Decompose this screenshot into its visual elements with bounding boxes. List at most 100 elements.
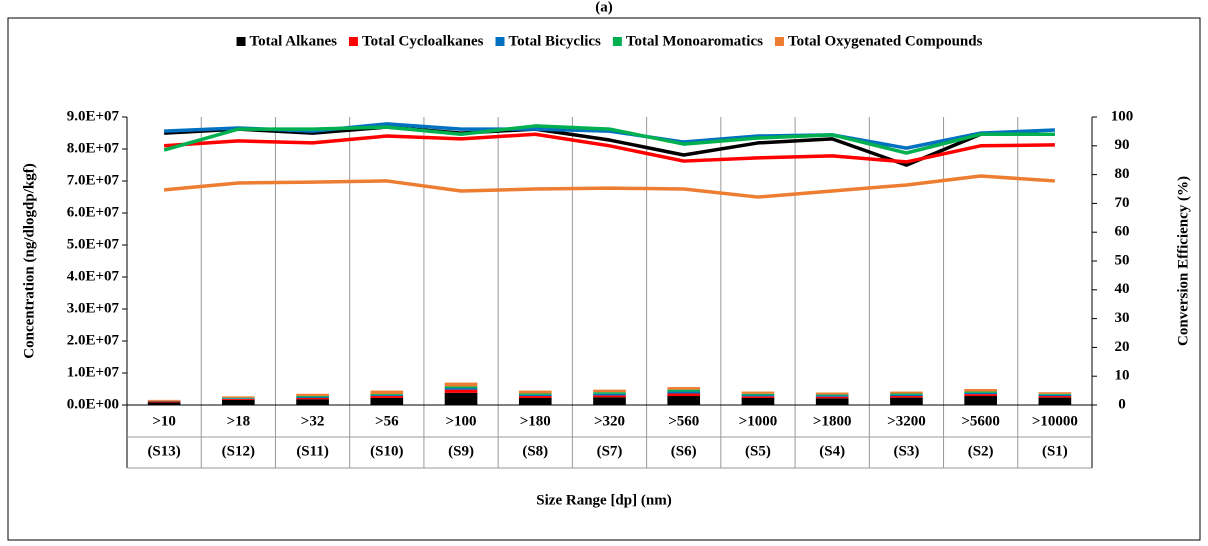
- y-tick-label: 2.0E+07: [67, 332, 120, 348]
- bar-segment: [815, 396, 849, 399]
- x-tick-label: >1800: [813, 413, 852, 429]
- legend-label: Total Oxygenated Compounds: [788, 33, 983, 49]
- y2-tick-label: 30: [1115, 310, 1130, 326]
- y-tick-label: 4.0E+07: [67, 268, 120, 284]
- y2-tick-label: 40: [1115, 281, 1130, 297]
- bar-segment: [444, 388, 478, 390]
- legend-label: Total Cycloalkanes: [362, 33, 484, 49]
- bar-segment: [964, 389, 997, 392]
- bar-segment: [593, 389, 626, 393]
- y2-tick-label: 50: [1115, 252, 1130, 268]
- bar-segment: [964, 396, 997, 405]
- x-sub-label: (S6): [671, 443, 697, 459]
- bar-segment: [815, 392, 849, 395]
- bar-segment: [222, 398, 255, 400]
- legend-label: Total Bicyclics: [509, 33, 602, 49]
- x-tick-label: >180: [520, 413, 551, 429]
- bar-segment: [518, 394, 552, 397]
- y2-axis-label: Conversion Efficiency (%): [1175, 176, 1191, 346]
- efficiency-line: [164, 125, 1055, 167]
- bar-segment: [741, 391, 775, 394]
- bar-segment: [667, 393, 701, 397]
- legend-swatch: [612, 37, 622, 46]
- x-sub-label: (S2): [968, 443, 994, 459]
- bar-segment: [296, 396, 329, 397]
- bar-segment: [815, 398, 849, 405]
- chart-title: (a): [595, 0, 613, 15]
- x-sub-label: (S9): [448, 443, 474, 459]
- bar-segment: [890, 397, 923, 405]
- bar-segment: [1038, 393, 1072, 395]
- legend-label: Total Alkanes: [250, 33, 338, 49]
- bar-segment: [593, 392, 626, 394]
- legend-swatch: [774, 37, 784, 46]
- bar-segment: [741, 395, 775, 397]
- x-tick-label: >3200: [887, 413, 926, 429]
- bar-segment: [964, 394, 997, 397]
- bar-segment: [890, 396, 923, 398]
- bar-segment: [370, 390, 404, 395]
- bar-segment: [222, 396, 255, 398]
- bar-segment: [444, 382, 478, 387]
- chart-border: [7, 17, 1201, 541]
- y-axis-label: Concentration (ng/dlogdp/kgf): [21, 163, 37, 358]
- y2-tick-label: 70: [1115, 195, 1130, 211]
- bar-segment: [741, 393, 775, 396]
- x-sub-label: (S3): [894, 443, 920, 459]
- bar-segment: [890, 391, 923, 394]
- x-tick-label: >32: [301, 413, 325, 429]
- efficiency-line: [163, 124, 1055, 155]
- bar-segment: [667, 391, 701, 394]
- bar-segment: [890, 393, 923, 395]
- legend-swatch: [495, 37, 505, 46]
- y2-tick-label: 10: [1115, 368, 1130, 384]
- x-sub-label: (S7): [597, 443, 623, 459]
- bar-segment: [370, 394, 404, 396]
- bar-segment: [518, 390, 552, 394]
- bar-segment: [518, 397, 552, 405]
- bar-segment: [147, 399, 181, 401]
- bar-segment: [222, 397, 255, 399]
- x-tick-label: >56: [375, 413, 399, 429]
- y-tick-label: 8.0E+07: [67, 140, 120, 156]
- bar-segment: [815, 395, 849, 397]
- bar-segment: [222, 399, 255, 405]
- bar-segment: [1038, 396, 1072, 398]
- bar-segment: [296, 399, 329, 405]
- efficiency-line: [163, 132, 1055, 164]
- y-tick-label: 7.0E+07: [67, 172, 120, 188]
- x-sub-label: (S4): [819, 443, 845, 459]
- bar-segment: [593, 395, 626, 398]
- y-tick-label: 5.0E+07: [67, 236, 120, 252]
- y-tick-label: 6.0E+07: [67, 204, 120, 220]
- bar-segment: [667, 389, 701, 392]
- y-tick-label: 0.0E+00: [67, 396, 119, 412]
- y-tick-label: 3.0E+07: [67, 300, 120, 316]
- bar-segment: [147, 401, 181, 403]
- bar-segment: [147, 402, 181, 405]
- bar-segment: [964, 392, 997, 395]
- bar-segment: [444, 386, 478, 389]
- bar-segment: [444, 392, 478, 405]
- x-tick-label: >10000: [1032, 413, 1078, 429]
- y-tick-label: 9.0E+07: [67, 108, 120, 124]
- x-sub-label: (S11): [296, 443, 329, 459]
- bar-segment: [593, 393, 626, 396]
- bar-segment: [370, 395, 404, 397]
- y2-tick-label: 0: [1118, 396, 1126, 412]
- x-axis-label: Size Range [dp] (nm): [536, 492, 671, 508]
- bar-segment: [370, 396, 404, 398]
- bar-segment: [815, 394, 849, 396]
- y2-tick-label: 80: [1115, 166, 1130, 182]
- x-tick-label: >100: [446, 413, 477, 429]
- bar-segment: [1038, 392, 1072, 394]
- bar-segment: [222, 398, 255, 399]
- bar-segment: [1038, 394, 1072, 397]
- x-tick-label: >320: [594, 413, 625, 429]
- bar-segment: [741, 396, 775, 398]
- x-tick-label: >560: [668, 413, 699, 429]
- bar-segment: [890, 394, 923, 397]
- x-sub-label: (S12): [222, 443, 255, 459]
- legend: Total Alkanes Total Cycloalkanes Total Bic…: [236, 33, 983, 49]
